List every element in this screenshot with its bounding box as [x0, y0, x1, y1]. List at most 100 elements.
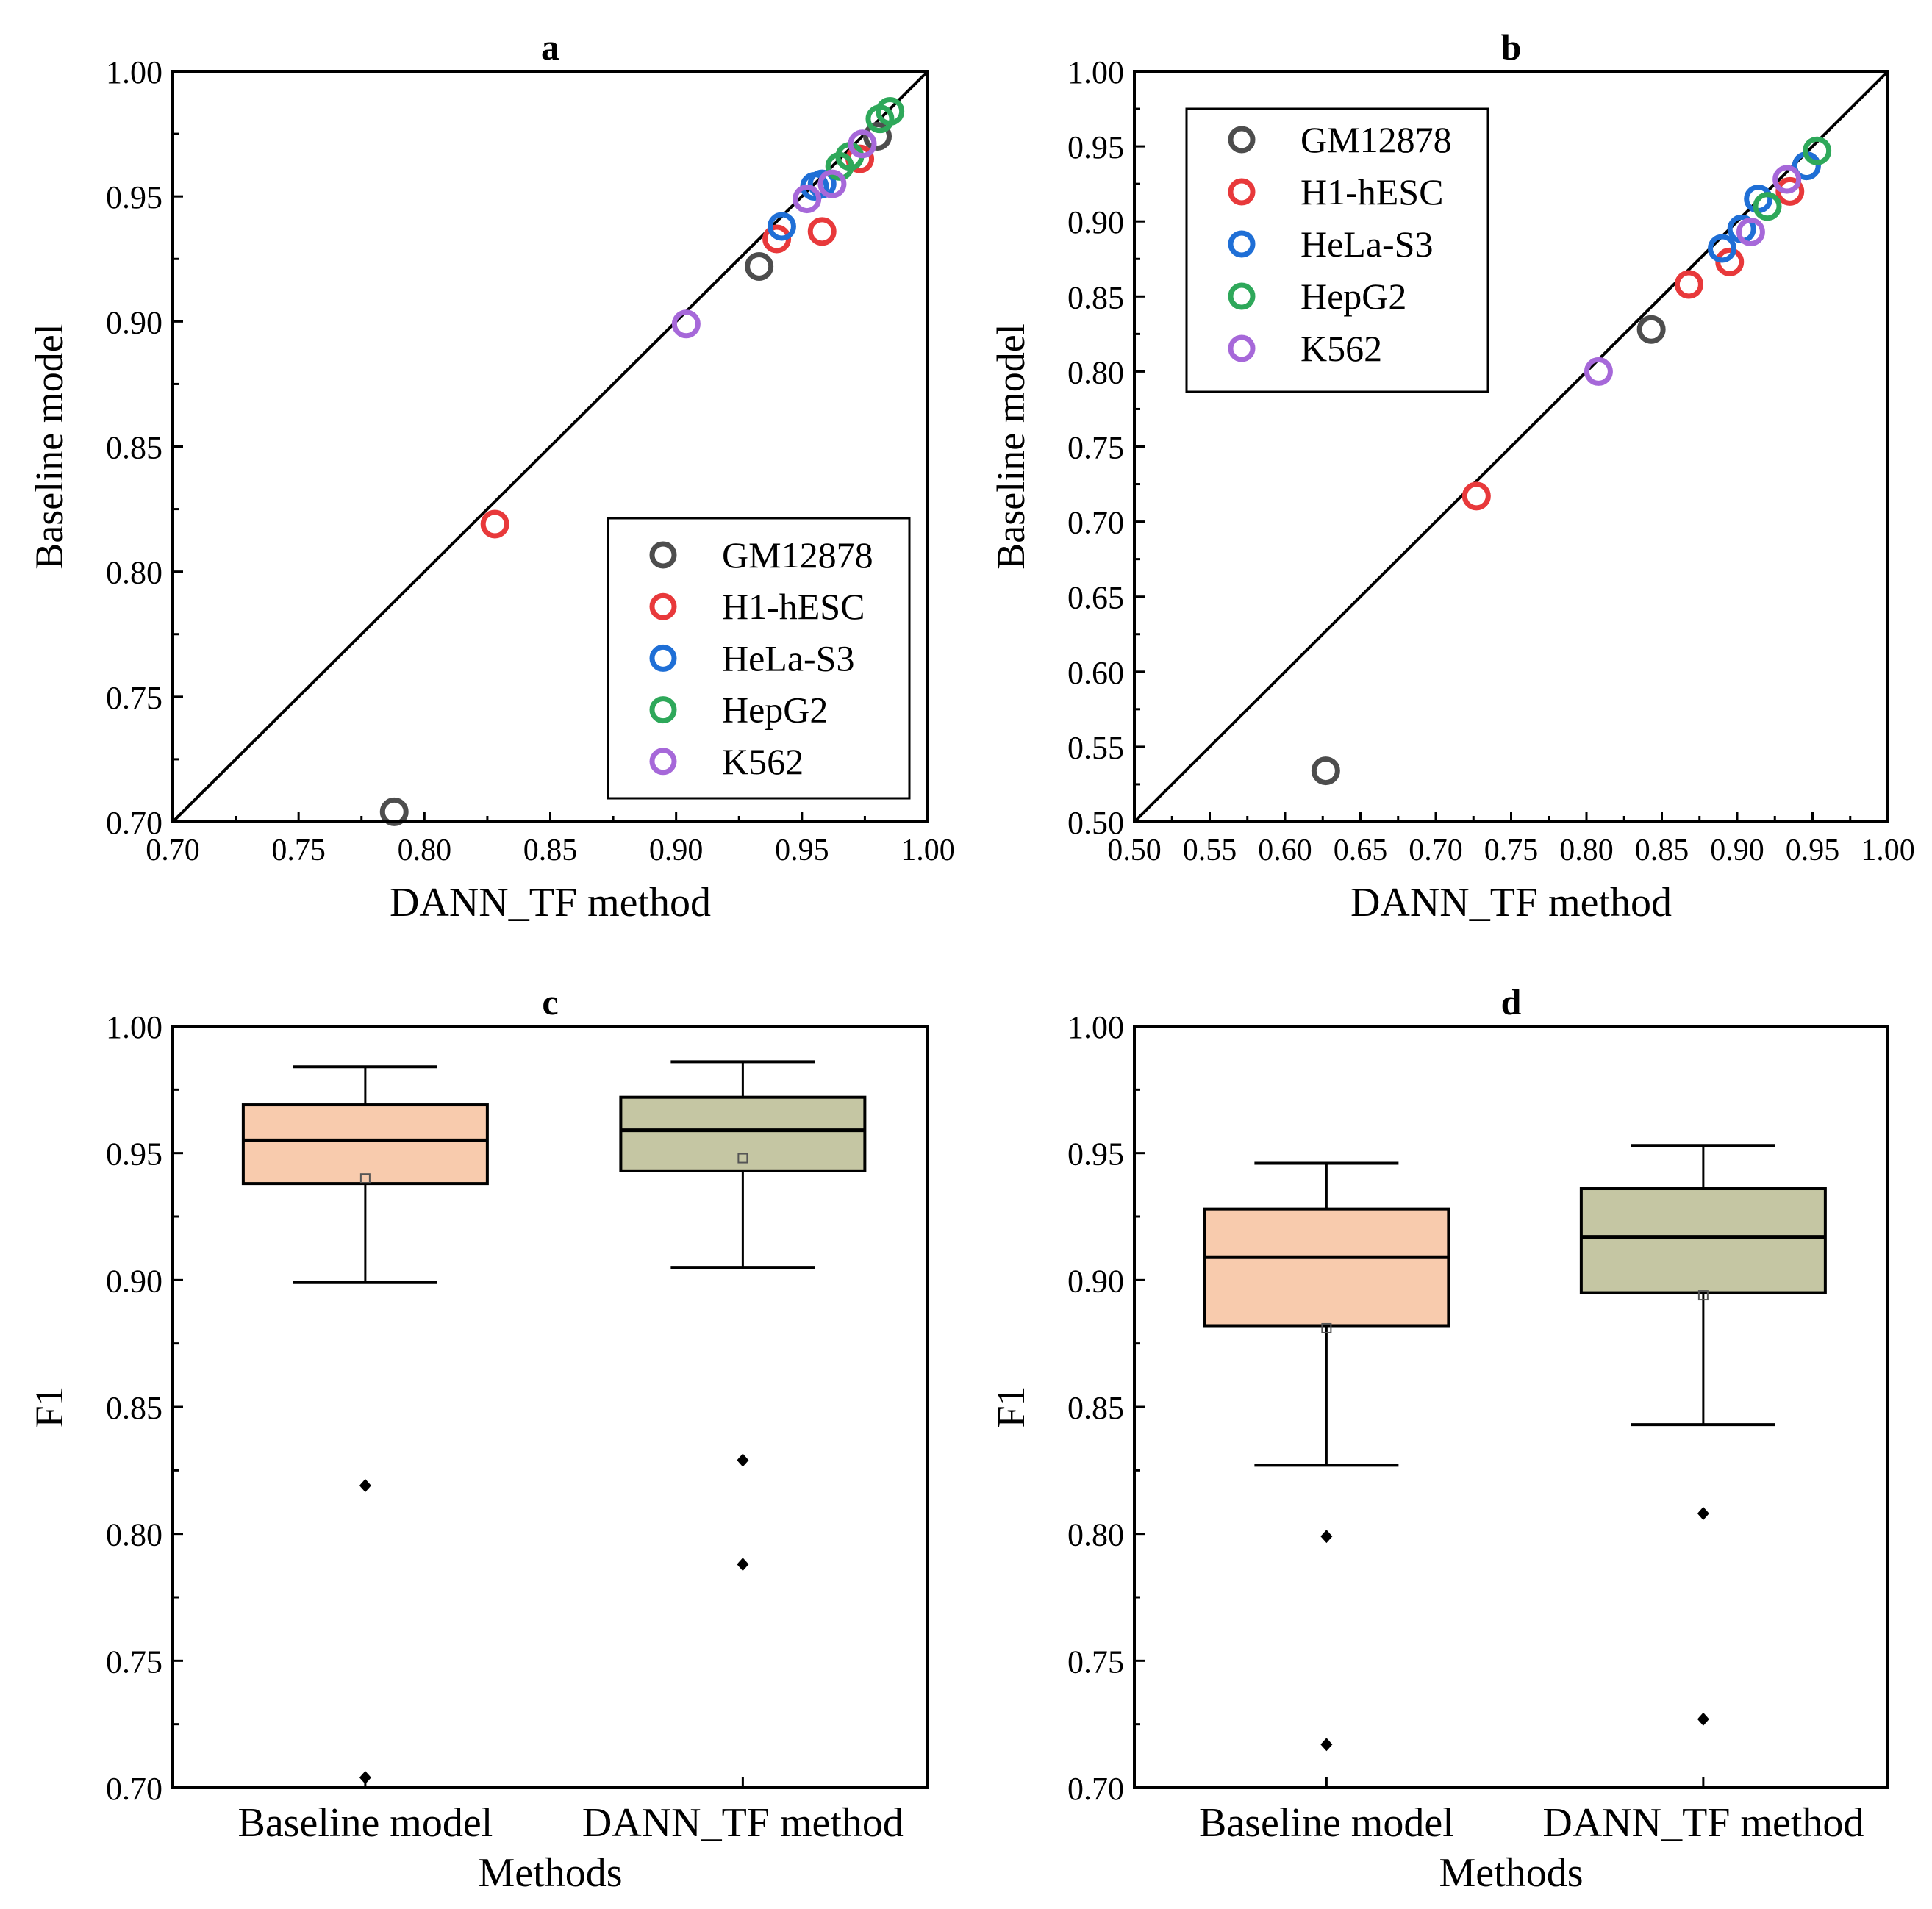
panel-title-c: c: [542, 981, 558, 1022]
panel-title-b: b: [1501, 26, 1522, 68]
y-tick-label: 0.95: [1067, 129, 1124, 165]
x-category-label: DANN_TF method: [582, 1800, 904, 1846]
legend-label: H1-hESC: [1300, 171, 1443, 212]
outlier-point: [737, 1454, 748, 1467]
y-tick-label: 0.65: [1067, 580, 1124, 616]
x-axis-label-a: DANN_TF method: [390, 880, 711, 925]
x-tick-label: 0.85: [1635, 834, 1689, 867]
y-tick-label: 0.55: [1067, 730, 1124, 766]
data-point-k562: [674, 312, 698, 336]
y-axis-label-d: F1: [989, 1386, 1033, 1428]
y-tick-label: 0.85: [106, 430, 162, 466]
outlier-point: [1697, 1713, 1709, 1726]
legend-b: GM12878 H1-hESC HeLa-S3 HepG2 K562: [1187, 109, 1488, 392]
y-axis-label-c: F1: [27, 1386, 71, 1428]
data-point-gm12878: [748, 254, 771, 278]
data-point-k562: [1586, 359, 1610, 383]
legend-label: K562: [722, 741, 804, 782]
panel-d: d 0.70 0.75 0.80 0.85 0.90 0.95 1.00 F1 Baseline …: [989, 981, 1888, 1896]
outlier-point: [359, 1479, 371, 1492]
y-tick-label: 1.00: [106, 54, 162, 90]
legend-label: K562: [1300, 328, 1382, 369]
data-point-h1-hesc: [1677, 273, 1700, 296]
figure: a 0.70 0.75 0.80 0.85 0.90 0.95 1.00 Baseline mo…: [0, 0, 1932, 1909]
y-tick-label: 0.75: [106, 680, 162, 716]
box-dann-tf-method: [1581, 1145, 1825, 1725]
y-tick-label: 0.75: [1067, 430, 1124, 466]
data-point-h1-hesc: [810, 220, 834, 243]
x-tick-label: 0.75: [1484, 834, 1539, 867]
x-tick-label: 0.70: [146, 834, 200, 867]
box-baseline-model: [243, 1067, 487, 1784]
x-tick-label: 0.95: [1786, 834, 1840, 867]
box-dann-tf-method: [620, 1061, 865, 1571]
data-point-h1-hesc: [483, 512, 507, 536]
y-tick-label: 0.85: [1067, 279, 1124, 315]
data-point-gm12878: [1639, 318, 1663, 341]
legend-label: HepG2: [1300, 276, 1406, 317]
legend-a: GM12878 H1-hESC HeLa-S3 HepG2 K562: [608, 518, 909, 798]
y-tick-label: 0.80: [106, 555, 162, 591]
x-tick-label: 0.55: [1183, 834, 1237, 867]
legend-label: GM12878: [1300, 119, 1452, 160]
outlier-point: [1320, 1738, 1332, 1751]
y-tick-label: 0.60: [1067, 655, 1124, 691]
x-category-label: DANN_TF method: [1542, 1800, 1864, 1846]
y-tick-label: 0.75: [1067, 1644, 1124, 1680]
data-point-gm12878: [1314, 759, 1337, 783]
x-tick-label: 0.80: [1559, 834, 1614, 867]
y-tick-label: 0.70: [1067, 1771, 1124, 1807]
x-tick-label: 0.90: [1710, 834, 1764, 867]
x-axis-label-c: Methods: [479, 1850, 623, 1896]
x-tick-label: 0.50: [1107, 834, 1162, 867]
y-tick-label: 0.80: [106, 1517, 162, 1553]
x-category-label: Baseline model: [1199, 1800, 1454, 1846]
x-tick-label: 1.00: [1861, 834, 1915, 867]
x-tick-label: 0.85: [523, 834, 578, 867]
box-baseline-model: [1204, 1163, 1448, 1751]
x-category-label: Baseline model: [237, 1800, 493, 1846]
panel-b: b 0.50 0.55 0.60 0.65 0.70 0.75 0.80 0.85 0.90 0.9…: [989, 26, 1915, 925]
y-tick-label: 0.90: [106, 304, 162, 340]
plot-frame: [1134, 1026, 1888, 1788]
x-tick-label: 0.80: [398, 834, 452, 867]
box-body: [1581, 1189, 1825, 1293]
data-point-gm12878: [382, 800, 406, 823]
x-axis-label-d: Methods: [1439, 1850, 1584, 1896]
y-axis-label-a: Baseline model: [27, 323, 71, 569]
outlier-point: [1320, 1530, 1332, 1543]
y-tick-label: 1.00: [1067, 54, 1124, 90]
y-tick-label: 0.95: [106, 1136, 162, 1172]
box-body: [1204, 1209, 1448, 1326]
y-axis-label-b: Baseline model: [989, 323, 1033, 569]
y-tick-label: 1.00: [1067, 1009, 1124, 1045]
y-tick-label: 0.95: [106, 179, 162, 215]
x-tick-label: 0.70: [1409, 834, 1463, 867]
x-tick-label: 0.60: [1258, 834, 1312, 867]
legend-label: GM12878: [722, 534, 873, 576]
panel-a: a 0.70 0.75 0.80 0.85 0.90 0.95 1.00 Baseline mo…: [27, 26, 955, 925]
x-tick-label: 0.75: [271, 834, 326, 867]
panel-c: c 0.70 0.75 0.80 0.85 0.90 0.95 1.00 F1 Baseline …: [27, 981, 928, 1896]
y-tick-label: 0.85: [1067, 1390, 1124, 1426]
y-tick-label: 0.80: [1067, 1517, 1124, 1553]
panel-title-d: d: [1501, 981, 1522, 1022]
y-tick-label: 0.90: [106, 1263, 162, 1299]
y-tick-label: 1.00: [106, 1009, 162, 1045]
x-tick-label: 0.95: [775, 834, 829, 867]
y-tick-label: 0.80: [1067, 354, 1124, 390]
legend-label: H1-hESC: [722, 586, 865, 627]
y-tick-label: 0.70: [106, 1771, 162, 1807]
box-body: [620, 1097, 865, 1171]
x-tick-label: 0.90: [649, 834, 704, 867]
y-tick-label: 0.75: [106, 1644, 162, 1680]
x-tick-label: 1.00: [901, 834, 955, 867]
panel-title-a: a: [541, 26, 559, 68]
data-point-h1-hesc: [1464, 484, 1488, 508]
outlier-point: [1697, 1507, 1709, 1520]
y-tick-label: 0.90: [1067, 1263, 1124, 1299]
y-tick-label: 0.90: [1067, 204, 1124, 240]
legend-label: HeLa-S3: [722, 637, 855, 678]
x-tick-label: 0.65: [1334, 834, 1388, 867]
y-tick-label: 0.70: [1067, 505, 1124, 541]
